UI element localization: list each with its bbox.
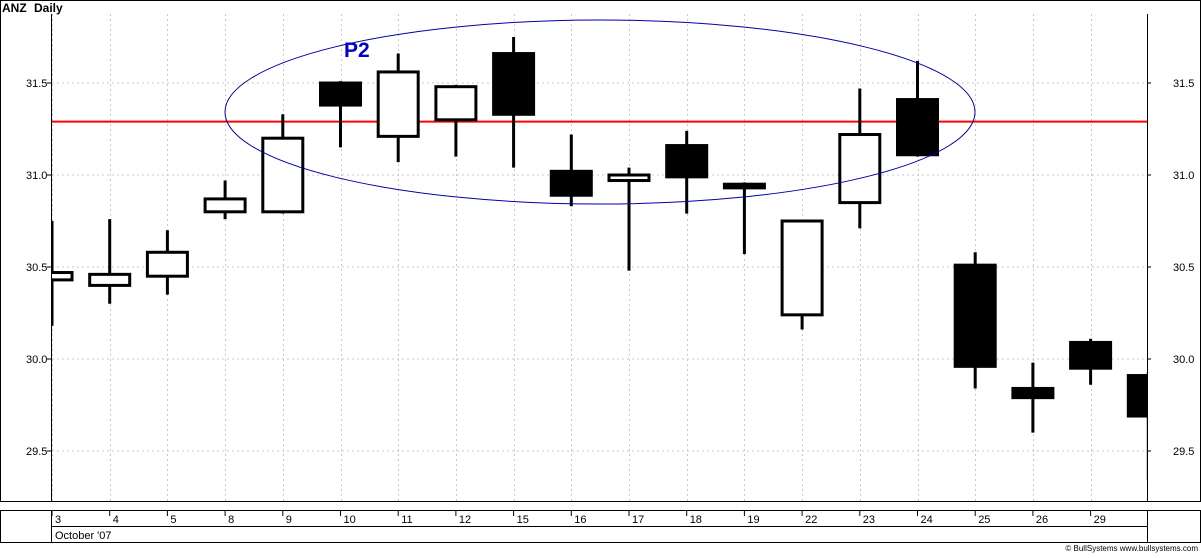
date-tick-label: 19 [747, 514, 759, 526]
candle [780, 219, 824, 330]
left-y-ticks: 29.5 30.0 30.5 31.0 31.5 [26, 78, 51, 458]
annotation-layer: P2 [224, 19, 976, 205]
candle [492, 37, 536, 168]
candle [1011, 362, 1055, 433]
candle-body [722, 182, 766, 190]
candle-body [434, 85, 478, 122]
candle-body [549, 169, 593, 197]
date-tick-label: 5 [170, 514, 176, 526]
date-tick-label: 22 [805, 514, 817, 526]
date-tick-label: 29 [1094, 514, 1106, 526]
candle [434, 84, 478, 157]
candle-body [1126, 374, 1147, 418]
date-tick-label: 17 [632, 514, 644, 526]
candle-body [203, 197, 247, 214]
date-tick-label: 18 [690, 514, 702, 526]
candle [1126, 371, 1147, 481]
date-tick-label: 4 [113, 514, 119, 526]
p2-annotation: P2 [344, 39, 370, 62]
y-tick-label-right: 30.5 [1173, 262, 1194, 274]
y-tick-label-right: 29.5 [1173, 446, 1194, 458]
candle-body [780, 219, 824, 317]
y-tick-label-left: 30.5 [26, 262, 47, 274]
date-tick-label: 11 [401, 514, 412, 526]
candle [838, 88, 882, 229]
y-tick-label-left: 29.5 [26, 446, 47, 458]
chart-subtitle: Daily [34, 1, 63, 15]
date-labels-layer: 3 4 5 8 9 10 11 12 15 16 17 18 19 22 23 24 25 26 29 [51, 511, 1106, 526]
candle-body [607, 173, 651, 183]
candle [549, 134, 593, 207]
candle-body [52, 271, 74, 282]
candle-body [665, 144, 709, 179]
candle-body [953, 263, 997, 368]
candle [953, 252, 997, 389]
candle-body [261, 136, 305, 214]
candle-body [1069, 340, 1113, 370]
candle [722, 182, 766, 255]
date-tick-label: 10 [344, 514, 356, 526]
date-tick-label: 12 [459, 514, 471, 526]
candle [203, 180, 247, 220]
date-tick-label: 24 [921, 514, 933, 526]
y-tick-label-right: 31.0 [1173, 170, 1194, 182]
date-tick-label: 25 [978, 514, 990, 526]
month-label: October '07 [55, 530, 112, 542]
date-tick-label: 26 [1036, 514, 1048, 526]
date-tick-label: 9 [286, 514, 292, 526]
date-tick-label: 15 [517, 514, 529, 526]
y-tick-label-left: 30.0 [26, 354, 47, 366]
candles-layer [52, 37, 1147, 481]
candle [665, 130, 709, 214]
candle-body [896, 98, 939, 157]
candle-body [319, 81, 362, 107]
candle [88, 219, 132, 304]
candle [896, 60, 939, 157]
candle-body [376, 70, 420, 138]
candle [1069, 338, 1113, 385]
candle [376, 53, 420, 163]
right-y-ticks: 29.5 30.0 30.5 31.0 31.5 [1147, 78, 1194, 458]
candle [319, 81, 362, 148]
candle-body [492, 52, 536, 116]
candle [52, 221, 74, 326]
y-tick-label-right: 30.0 [1173, 354, 1194, 366]
y-tick-label-left: 31.0 [26, 170, 47, 182]
watermark: © BullSystems www.bullsystems.com [1065, 544, 1198, 553]
date-tick-label: 23 [863, 514, 875, 526]
y-tick-label-left: 31.5 [26, 78, 47, 90]
grid-layer [52, 14, 1147, 501]
candle-body [145, 250, 189, 278]
chart-title: ANZ [2, 1, 27, 15]
candle-body [1011, 386, 1055, 400]
date-tick-label: 3 [55, 514, 61, 526]
candle-body [838, 133, 882, 205]
y-tick-label-right: 31.5 [1173, 78, 1194, 90]
date-tick-label: 16 [574, 514, 586, 526]
highlight-ellipse [224, 19, 976, 205]
candle [607, 167, 651, 271]
candle-body [88, 272, 132, 287]
date-tick-label: 8 [228, 514, 234, 526]
candle [261, 114, 305, 214]
candle [145, 230, 189, 295]
